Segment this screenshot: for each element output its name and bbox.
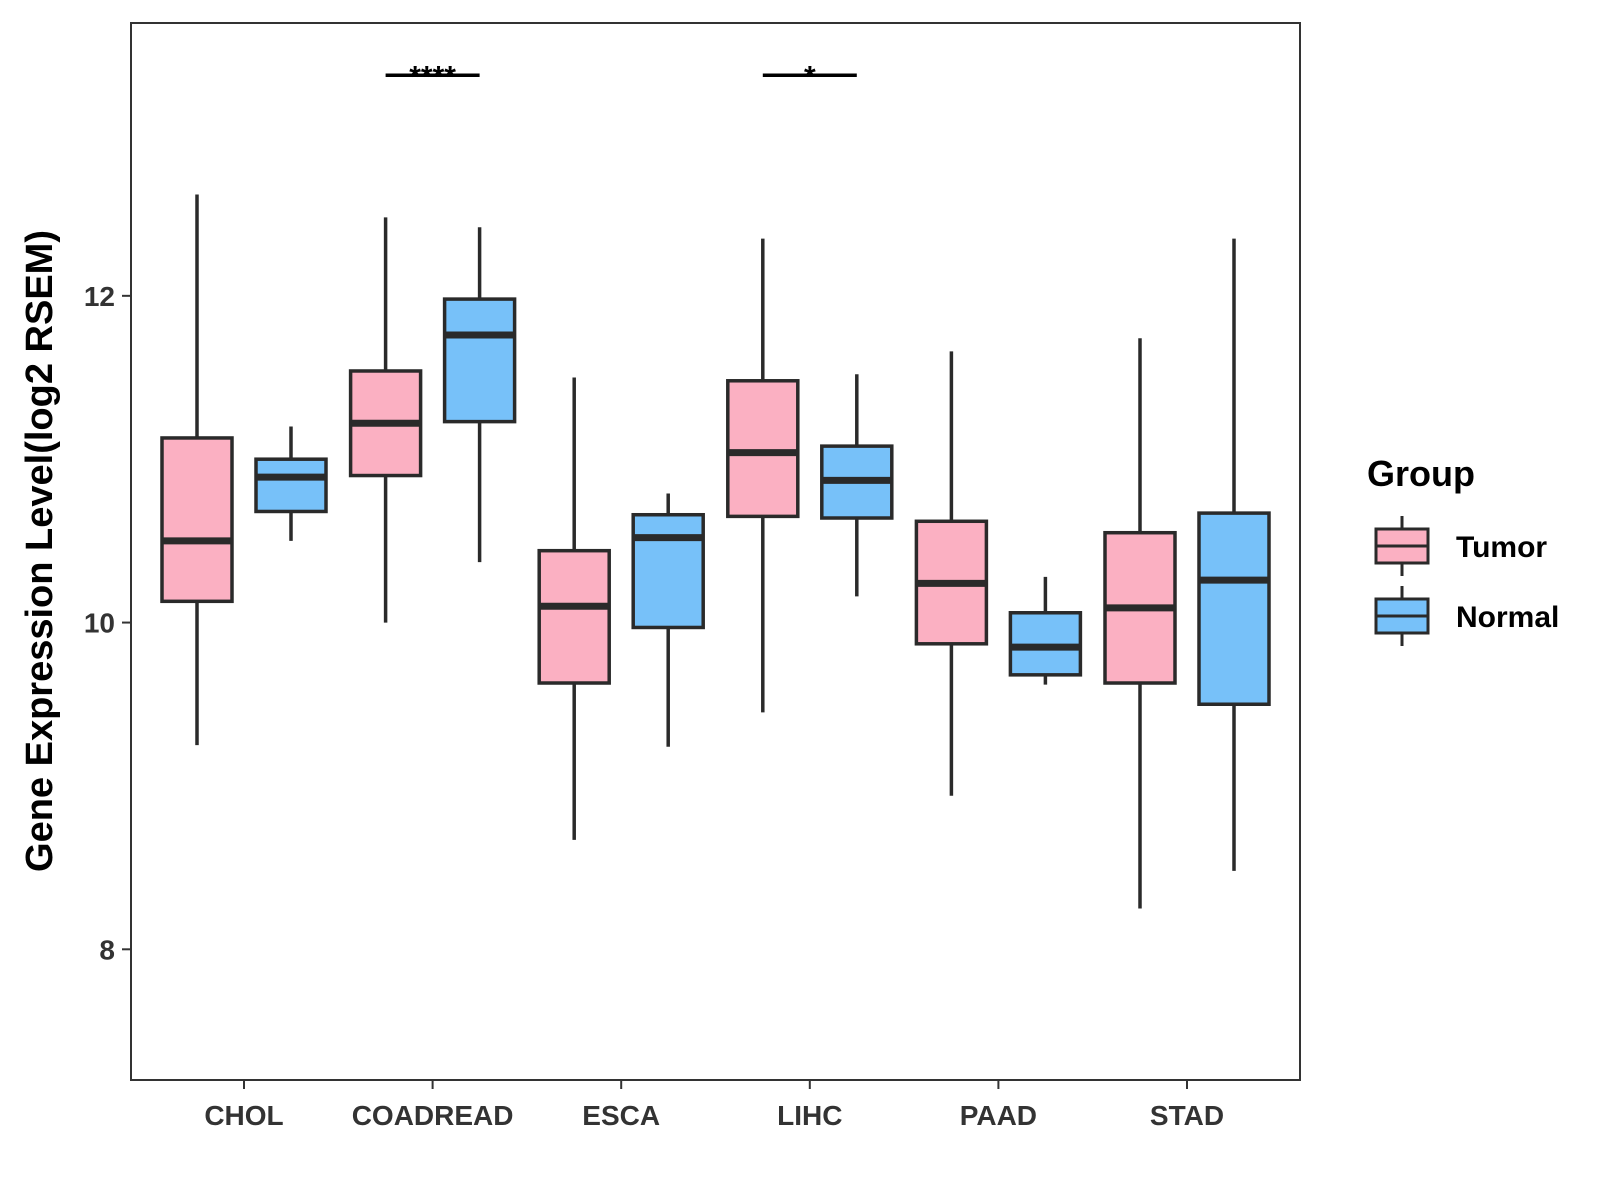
box-chol-tumor (160, 194, 234, 746)
iqr-box-chol-tumor (160, 436, 234, 604)
box-esca-normal (631, 493, 705, 747)
significance-label-coadread: **** (409, 60, 456, 93)
x-tick-label-coadread: COADREAD (352, 1100, 514, 1131)
y-tick-label-8: 8 (99, 934, 115, 965)
iqr-box-esca-normal (631, 512, 705, 630)
y-tick-label-10: 10 (84, 608, 115, 639)
legend-label-tumor: Tumor (1456, 531, 1547, 564)
box-lihc-normal (820, 374, 894, 597)
x-tick-label-stad: STAD (1150, 1100, 1224, 1131)
x-tick-label-chol: CHOL (204, 1100, 283, 1131)
iqr-box-stad-normal (1197, 511, 1271, 707)
iqr-box-coadread-normal (442, 297, 517, 424)
iqr-box-lihc-tumor (726, 379, 800, 519)
box-coadread-normal (442, 227, 517, 563)
box-esca-tumor (537, 377, 611, 840)
box-stad-tumor (1103, 338, 1177, 909)
y-tick-label-12: 12 (84, 281, 115, 312)
iqr-box-chol-normal (254, 457, 328, 514)
significance-label-lihc: * (804, 60, 816, 93)
y-axis-title: Gene Expression Level(log2 RSEM) (19, 230, 61, 872)
box-lihc-tumor (726, 238, 800, 713)
box-chol-normal (254, 426, 328, 541)
legend: Group Tumor Normal (1367, 453, 1559, 646)
plot-area: **** * (160, 60, 1271, 909)
legend-label-normal: Normal (1456, 601, 1559, 634)
box-paad-normal (1008, 576, 1083, 685)
iqr-box-esca-tumor (537, 548, 611, 685)
box-coadread-tumor (348, 217, 423, 623)
x-tick-label-lihc: LIHC (777, 1100, 842, 1131)
legend-item-normal: Normal (1374, 586, 1559, 646)
legend-item-tumor: Tumor (1374, 516, 1547, 576)
panel-border (130, 22, 1301, 1081)
x-tick-label-paad: PAAD (960, 1100, 1037, 1131)
legend-title: Group (1367, 453, 1475, 494)
box-paad-tumor (914, 351, 989, 796)
axes: 8 10 12 CHOL COADREAD ESCA LIHC PAAD STAD (84, 281, 1224, 1131)
x-tick-label-esca: ESCA (582, 1100, 660, 1131)
box-stad-normal (1197, 238, 1271, 871)
